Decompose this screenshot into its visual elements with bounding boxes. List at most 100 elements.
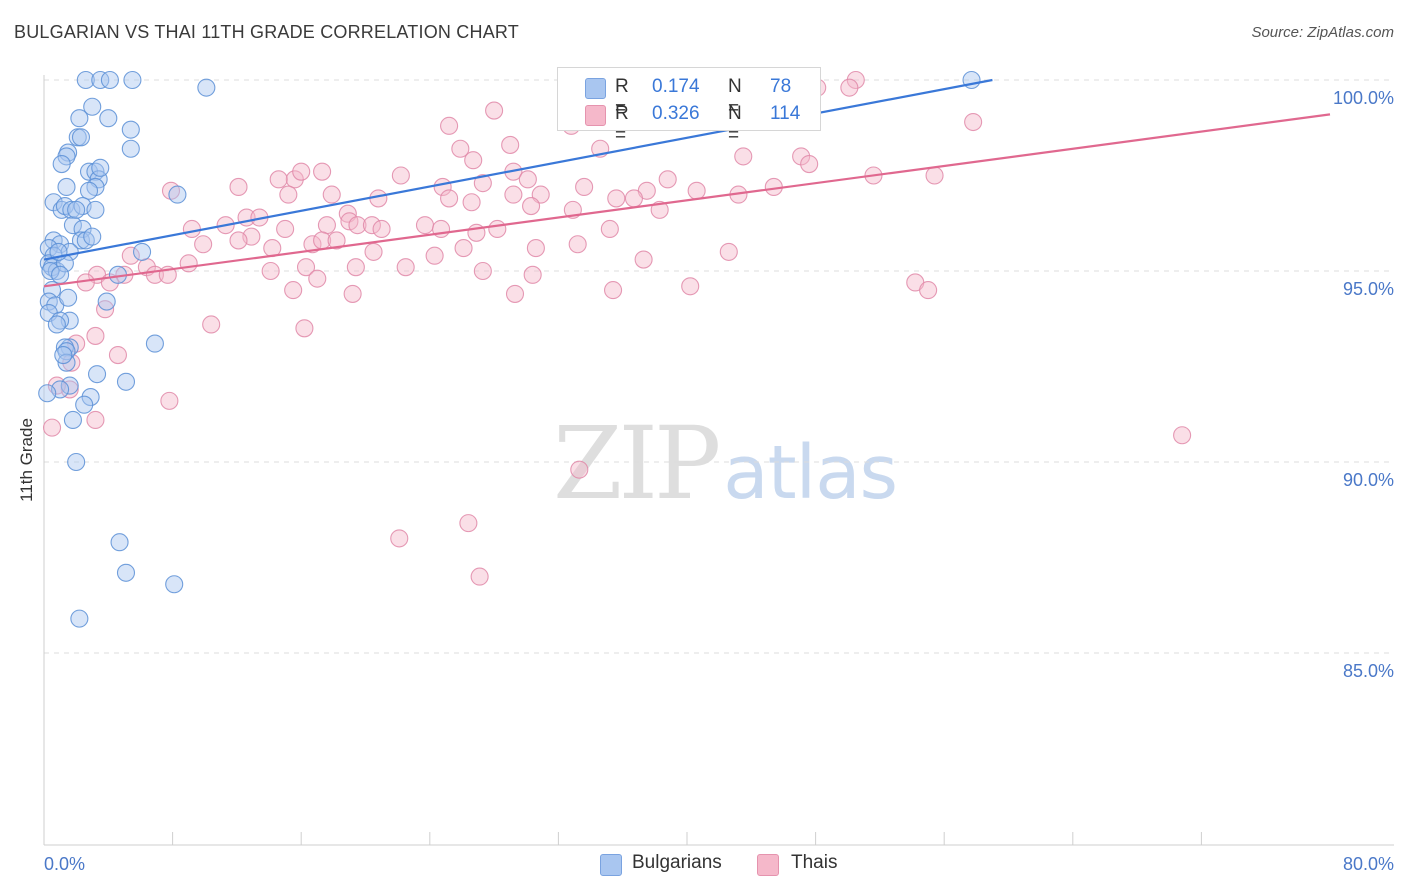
thai-point	[346, 258, 365, 277]
bulgarian-point	[71, 128, 91, 147]
bulgarian-point	[63, 410, 82, 430]
thai-point	[86, 410, 105, 430]
y-tick-label: 100.0%	[1333, 88, 1394, 108]
bulgarian-point	[60, 376, 79, 395]
thai-point	[454, 239, 473, 258]
thais-points	[42, 70, 1192, 586]
bulgarian-point	[76, 70, 95, 90]
thai-point	[473, 261, 492, 281]
legend-r-value: 0.174	[652, 76, 700, 97]
thai-point	[719, 242, 738, 261]
bulgarians-trend-line	[43, 78, 993, 261]
thai-point	[522, 197, 541, 216]
thai-point	[229, 177, 248, 197]
bulgarian-point	[168, 185, 187, 204]
thai-point	[313, 162, 332, 181]
bulgarian-point	[83, 227, 102, 246]
bulgarian-point	[70, 109, 89, 128]
thai-point	[362, 216, 381, 235]
bulgarian-point	[87, 365, 107, 384]
thai-point	[303, 235, 322, 254]
thai-point	[322, 185, 341, 204]
thai-point	[604, 281, 623, 300]
bulgarian-point	[47, 315, 66, 334]
thai-point	[96, 300, 115, 319]
thai-point	[296, 258, 316, 277]
thai-point	[194, 235, 213, 254]
thai-point	[327, 231, 346, 250]
x-tick-label: 0.0%	[44, 854, 85, 874]
legend-n-label: N =	[728, 103, 742, 146]
thai-point	[396, 258, 415, 277]
bottom-legend-label: Bulgarians	[632, 852, 722, 873]
thai-point	[308, 269, 327, 288]
thai-point	[734, 147, 753, 166]
legend-swatch-pink	[585, 105, 606, 126]
legend-swatch-blue	[585, 78, 606, 99]
thai-point	[607, 189, 626, 208]
axes	[43, 75, 1394, 846]
thai-point	[86, 326, 105, 345]
y-tick-labels: 100.0% 95.0% 90.0% 85.0%	[1333, 88, 1394, 681]
thai-point	[261, 261, 280, 281]
thai-point	[526, 239, 545, 258]
thai-point	[964, 112, 983, 132]
thai-point	[42, 418, 62, 437]
thai-point	[473, 174, 492, 193]
bulgarian-point	[59, 288, 78, 307]
bulgarian-point	[51, 265, 70, 284]
bulgarian-point	[197, 78, 216, 97]
y-tick-label: 90.0%	[1343, 470, 1394, 490]
bulgarian-point	[67, 452, 86, 472]
thai-point	[269, 170, 288, 189]
bulgarian-point	[63, 216, 82, 235]
thai-point	[800, 154, 819, 174]
thai-point	[840, 78, 859, 97]
thai-point	[624, 189, 644, 208]
thai-point	[658, 170, 677, 189]
thai-point	[284, 281, 303, 300]
legend-n-label: N =	[728, 76, 742, 119]
bulgarian-point	[70, 609, 89, 628]
bottom-legend-label: Thais	[791, 852, 838, 873]
thai-point	[202, 315, 221, 334]
legend-r-label: R =	[615, 76, 629, 119]
bulgarian-point	[86, 200, 105, 219]
y-tick-label: 95.0%	[1343, 279, 1394, 299]
thai-point	[1173, 426, 1192, 445]
bulgarian-point	[83, 97, 102, 116]
thai-point	[451, 139, 470, 158]
bulgarian-point	[123, 70, 142, 90]
bulgarian-point	[133, 242, 152, 261]
thai-point	[348, 216, 367, 235]
thai-point	[440, 116, 459, 135]
thai-point	[391, 166, 410, 185]
thai-point	[600, 219, 619, 239]
thai-point	[276, 219, 295, 239]
thai-point	[634, 250, 653, 269]
thai-point	[182, 219, 201, 239]
thai-point	[501, 135, 520, 154]
bulgarian-point	[116, 563, 136, 582]
thai-point	[317, 216, 336, 235]
bulgarian-point	[57, 177, 76, 197]
bulgarians-points	[38, 70, 981, 628]
stats-legend: R = 0.174 N = 78 R = 0.326 N = 114	[557, 67, 821, 146]
thai-point	[504, 185, 523, 204]
thai-point	[523, 265, 542, 284]
thai-point	[295, 319, 314, 338]
thai-point	[160, 391, 179, 410]
thai-point	[925, 166, 944, 185]
thai-point	[919, 281, 938, 300]
thai-point	[121, 246, 140, 265]
y-axis-label: 11th Grade	[17, 418, 36, 502]
thai-point	[372, 219, 391, 239]
zipatlas-watermark: ZIPatlas	[553, 405, 898, 522]
legend-r-value: 0.326	[652, 103, 700, 124]
bulgarian-point	[52, 154, 71, 174]
thai-point	[681, 277, 700, 296]
x-ticks	[172, 832, 1202, 845]
x-tick-label: 80.0%	[1343, 854, 1394, 874]
thai-point	[292, 162, 311, 181]
